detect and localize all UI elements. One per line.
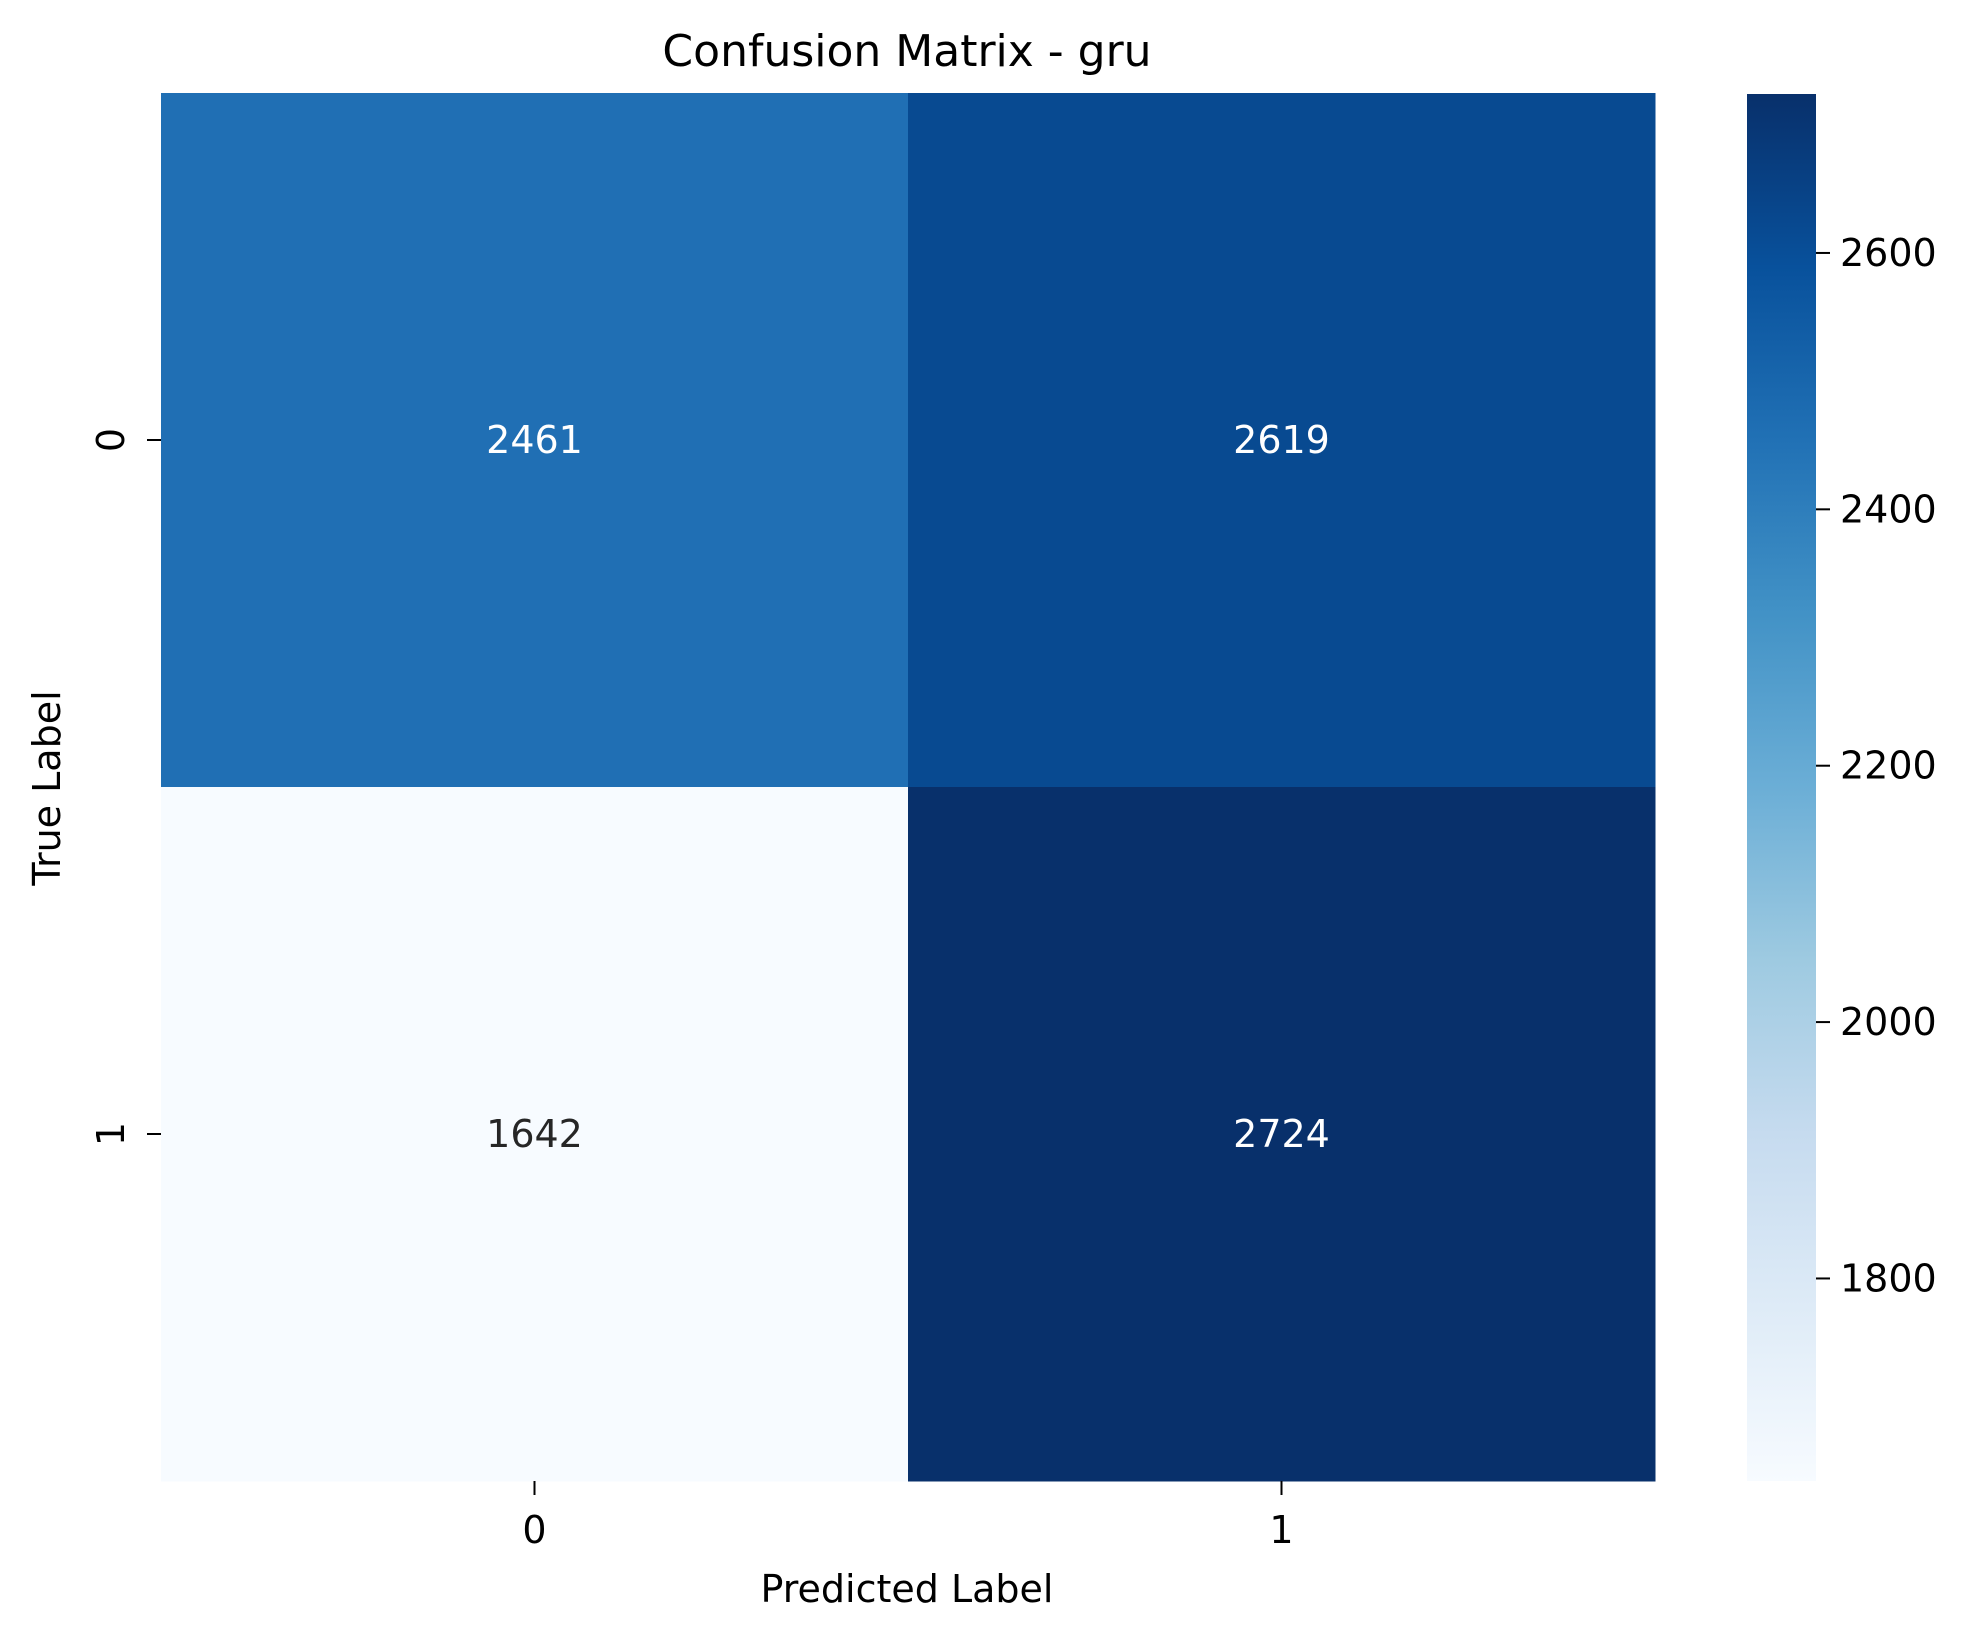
heatmap-cell-0-0 xyxy=(161,93,909,788)
cell-value-0-1: 2619 xyxy=(1233,418,1330,462)
colorbar-tick-label-0: 1800 xyxy=(1840,1256,1937,1300)
colorbar-tick-label-2: 2200 xyxy=(1840,744,1937,788)
chart-title: Confusion Matrix - gru xyxy=(662,26,1151,77)
cell-value-1-0: 1642 xyxy=(486,1112,583,1156)
y-axis-ticks: 01 xyxy=(89,428,161,1146)
x-tick-label-1: 1 xyxy=(1269,1508,1293,1552)
colorbar-ticks: 1800 2000 2200 2400 2600 xyxy=(1816,231,1937,1300)
heatmap-cell-1-1 xyxy=(908,787,1656,1482)
heatmap-cells xyxy=(161,93,1656,1482)
x-tick-label-0: 0 xyxy=(522,1508,546,1552)
y-tick-label-0: 0 xyxy=(89,428,133,452)
cell-value-1-1: 2724 xyxy=(1233,1112,1330,1156)
x-axis-label: Predicted Label xyxy=(761,1567,1054,1611)
cell-value-0-0: 2461 xyxy=(486,418,583,462)
y-tick-label-1: 1 xyxy=(89,1122,133,1146)
y-axis-label: True Label xyxy=(25,690,69,886)
heatmap-cell-1-0 xyxy=(161,787,909,1482)
colorbar-tick-label-4: 2600 xyxy=(1840,231,1937,275)
colorbar-tick-label-3: 2400 xyxy=(1840,487,1937,531)
heatmap-cell-labels: 2461 2619 1642 2724 xyxy=(486,418,1330,1156)
heatmap-cell-0-1 xyxy=(908,93,1656,788)
colorbar xyxy=(1747,94,1816,1481)
colorbar-tick-label-1: 2000 xyxy=(1840,1000,1937,1044)
